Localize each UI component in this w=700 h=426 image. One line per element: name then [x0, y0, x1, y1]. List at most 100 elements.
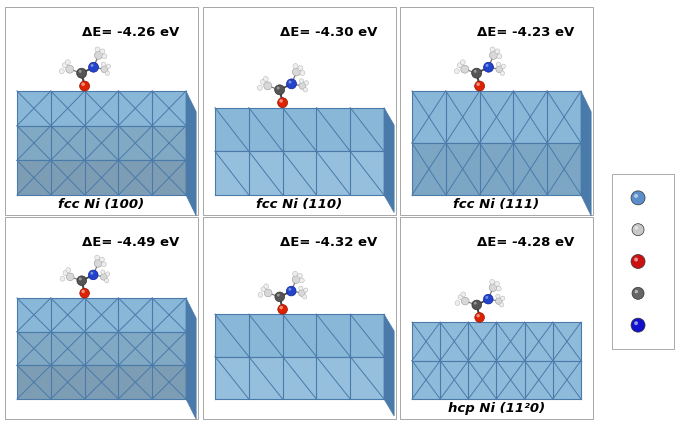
Bar — [17, 366, 186, 399]
Circle shape — [106, 272, 110, 276]
Bar — [5, 218, 198, 419]
Circle shape — [457, 63, 462, 69]
Circle shape — [500, 303, 504, 307]
Bar — [5, 8, 198, 216]
Circle shape — [94, 256, 99, 260]
Circle shape — [99, 257, 104, 262]
Circle shape — [60, 69, 64, 75]
Circle shape — [461, 66, 469, 74]
Circle shape — [279, 306, 283, 310]
Circle shape — [65, 60, 70, 66]
Circle shape — [635, 227, 638, 230]
Circle shape — [299, 80, 304, 84]
Circle shape — [265, 290, 272, 297]
Polygon shape — [384, 108, 394, 213]
Circle shape — [496, 66, 503, 74]
Circle shape — [634, 195, 638, 199]
Circle shape — [258, 86, 262, 91]
Bar — [17, 332, 186, 366]
Circle shape — [293, 272, 297, 276]
Circle shape — [66, 273, 74, 281]
Text: fcc Ni (100): fcc Ni (100) — [58, 198, 145, 210]
Polygon shape — [186, 92, 196, 216]
Circle shape — [293, 64, 298, 69]
Circle shape — [66, 66, 74, 74]
Bar — [203, 218, 396, 419]
Circle shape — [454, 69, 459, 75]
Bar — [215, 314, 384, 357]
Bar — [412, 92, 581, 144]
Bar — [17, 127, 186, 161]
Circle shape — [304, 288, 308, 293]
Circle shape — [490, 280, 494, 285]
Circle shape — [275, 292, 284, 302]
Polygon shape — [186, 298, 196, 419]
Circle shape — [94, 260, 102, 268]
Circle shape — [60, 277, 65, 282]
Circle shape — [475, 82, 484, 92]
Circle shape — [477, 314, 480, 318]
Circle shape — [279, 100, 283, 104]
Circle shape — [490, 48, 495, 53]
Circle shape — [276, 294, 280, 297]
Circle shape — [62, 63, 67, 69]
Circle shape — [286, 80, 297, 89]
Text: fcc Ni (111): fcc Ni (111) — [454, 198, 540, 210]
Circle shape — [484, 295, 493, 304]
Circle shape — [102, 63, 106, 67]
Bar — [412, 322, 581, 361]
Circle shape — [106, 65, 111, 69]
Circle shape — [66, 268, 71, 273]
Circle shape — [79, 278, 82, 281]
Circle shape — [634, 258, 638, 262]
Circle shape — [274, 86, 285, 95]
Text: hcp Ni (11²0): hcp Ni (11²0) — [448, 401, 545, 414]
Circle shape — [261, 287, 266, 292]
Circle shape — [302, 295, 307, 299]
Bar — [412, 361, 581, 399]
Circle shape — [278, 305, 288, 314]
Circle shape — [632, 224, 644, 236]
Circle shape — [631, 255, 645, 269]
Circle shape — [94, 52, 102, 60]
Circle shape — [501, 65, 505, 69]
Bar — [215, 357, 384, 399]
Circle shape — [458, 295, 463, 300]
Circle shape — [101, 274, 107, 281]
Polygon shape — [581, 92, 591, 216]
Circle shape — [63, 271, 68, 276]
Circle shape — [89, 63, 99, 73]
Bar — [612, 175, 674, 349]
Circle shape — [495, 50, 500, 55]
Circle shape — [494, 282, 499, 287]
Circle shape — [474, 302, 477, 305]
Circle shape — [631, 191, 645, 205]
Circle shape — [298, 273, 302, 279]
Circle shape — [496, 287, 501, 291]
Bar — [17, 92, 186, 127]
Circle shape — [102, 262, 106, 267]
Circle shape — [263, 77, 268, 82]
Circle shape — [260, 80, 265, 85]
Circle shape — [105, 72, 110, 76]
Circle shape — [300, 279, 304, 283]
Circle shape — [635, 290, 638, 294]
Circle shape — [299, 286, 303, 291]
Circle shape — [461, 297, 469, 305]
Circle shape — [90, 65, 94, 68]
Circle shape — [489, 52, 498, 60]
Circle shape — [77, 276, 87, 286]
Circle shape — [293, 69, 300, 77]
Circle shape — [81, 290, 85, 294]
Circle shape — [80, 82, 90, 92]
Circle shape — [497, 55, 502, 60]
Circle shape — [632, 288, 644, 299]
Circle shape — [489, 284, 497, 292]
Circle shape — [298, 290, 305, 296]
Circle shape — [472, 69, 482, 79]
Circle shape — [81, 83, 85, 87]
Circle shape — [303, 89, 307, 93]
Circle shape — [476, 83, 480, 87]
Text: ΔE= -4.28 eV: ΔE= -4.28 eV — [477, 236, 575, 248]
Circle shape — [95, 48, 100, 53]
